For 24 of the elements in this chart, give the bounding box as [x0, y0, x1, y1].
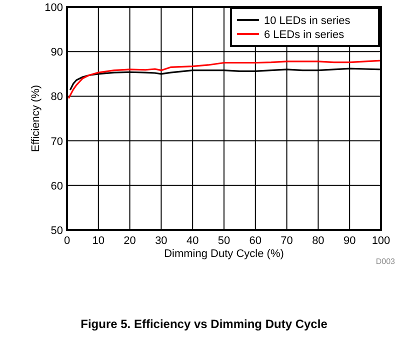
y-tick-label: 60	[50, 180, 63, 192]
x-tick-label: 100	[372, 235, 390, 247]
y-tick-label: 70	[50, 136, 63, 148]
x-tick-label: 70	[280, 235, 293, 247]
y-tick-label: 50	[50, 225, 63, 237]
x-tick-label: 20	[124, 235, 136, 247]
x-tick-label: 90	[343, 235, 356, 247]
x-tick-label: 10	[92, 235, 105, 247]
legend-label: 6 LEDs in series	[264, 29, 345, 41]
y-tick-label: 90	[50, 46, 63, 59]
line-series	[68, 60, 381, 100]
y-tick-label: 80	[50, 91, 63, 104]
x-axis-title: Dimming Duty Cycle (%)	[164, 248, 284, 260]
text: D003	[376, 257, 396, 266]
y-axis-title: Efficiency (%)	[30, 84, 42, 152]
legend-label: 10 LEDs in series	[264, 15, 351, 27]
x-tick-label: 80	[312, 235, 324, 247]
caption: Figure 5. Efficiency vs Dimming Duty Cycle	[80, 317, 328, 331]
x-tick-label: 30	[155, 235, 168, 247]
x-tick-label: 0	[64, 235, 70, 247]
y-tick-label: 100	[44, 2, 63, 14]
x-tick-label: 60	[249, 235, 262, 247]
x-tick-label: 40	[186, 235, 199, 247]
x-tick-label: 50	[218, 235, 230, 247]
